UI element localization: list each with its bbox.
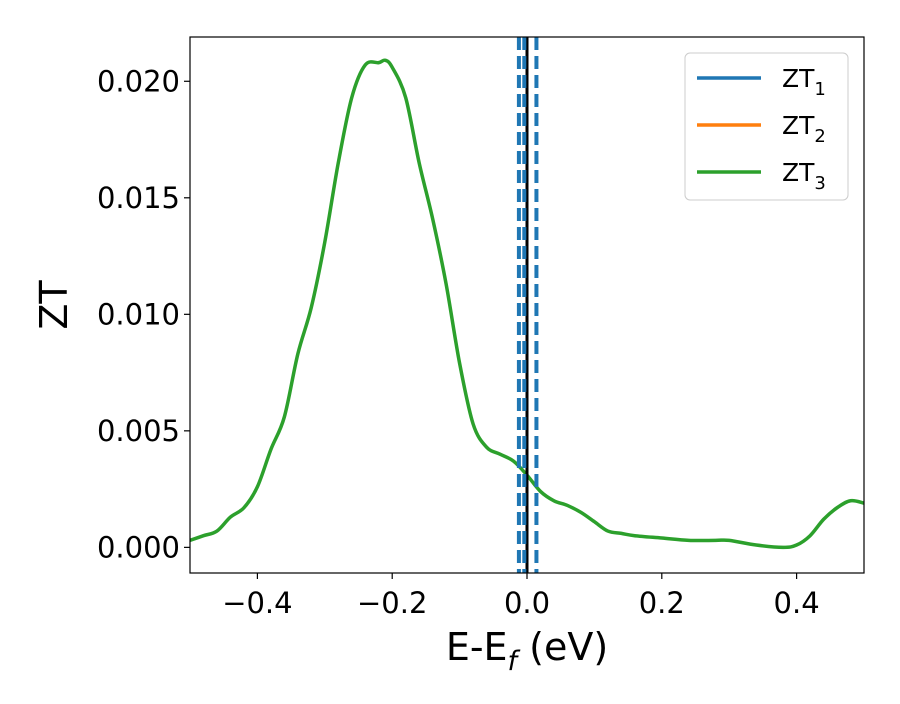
fermi-markers: [516, 37, 539, 573]
y-tick-label: 0.005: [97, 414, 180, 448]
x-tick-label: −0.4: [222, 586, 292, 620]
y-axis-title: ZT: [32, 280, 76, 330]
x-tick-label: 0.2: [639, 586, 685, 620]
y-tick-label: 0.020: [97, 64, 180, 98]
legend-label: ZT3: [782, 158, 826, 194]
y-axis: 0.000 0.005 0.010 0.015 0.020: [97, 64, 190, 564]
legend: ZT1 ZT2 ZT3: [684, 52, 849, 201]
legend-label: ZT1: [782, 64, 826, 100]
legend-label: ZT2: [782, 111, 826, 147]
y-tick-label: 0.000: [97, 530, 180, 564]
y-tick-label: 0.010: [97, 297, 180, 331]
x-axis: −0.4 −0.2 0.0 0.2 0.4: [222, 573, 820, 620]
x-tick-label: 0.0: [504, 586, 550, 620]
x-tick-label: −0.2: [357, 586, 427, 620]
x-tick-label: 0.4: [774, 586, 820, 620]
series-line-zt3: [190, 58, 864, 550]
x-axis-title: E-Ef (eV): [446, 625, 608, 677]
legend-frame: [684, 52, 849, 201]
series-layer: [190, 58, 864, 550]
y-tick-label: 0.015: [97, 181, 180, 215]
